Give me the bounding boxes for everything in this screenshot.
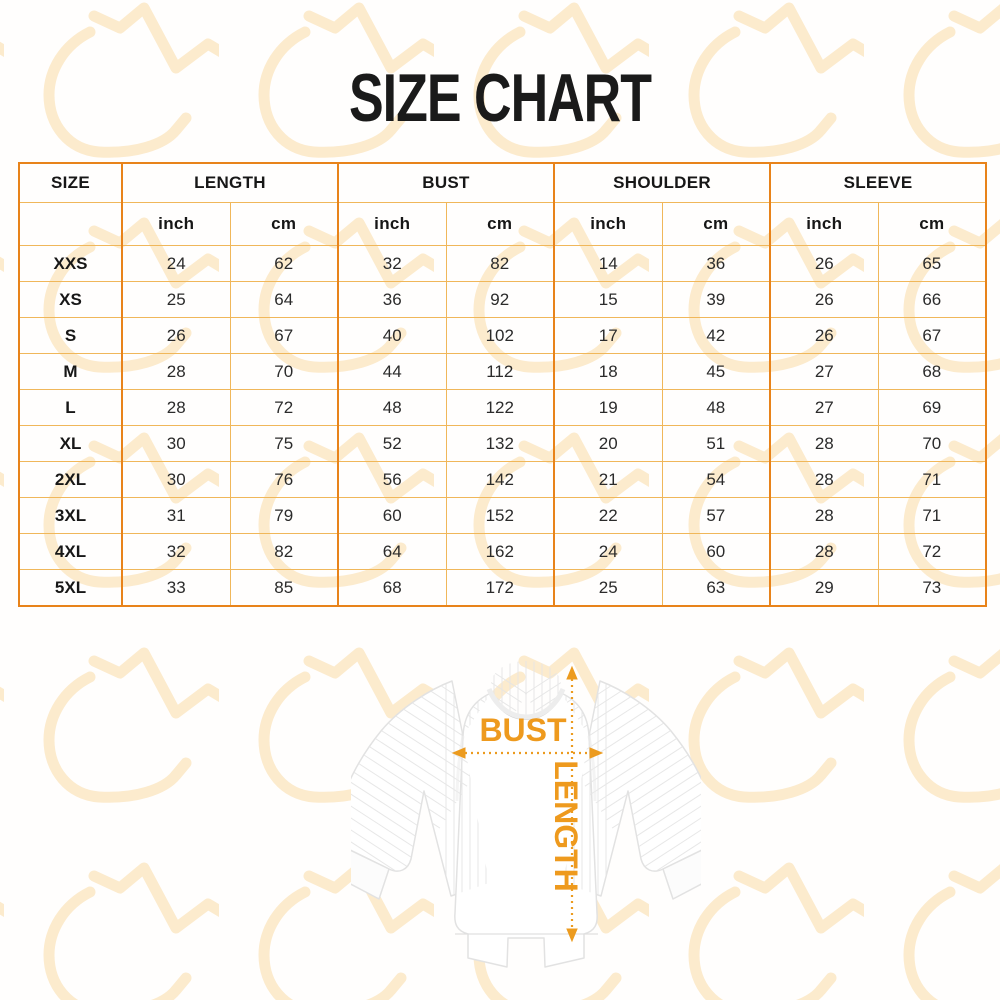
svg-text:BUST: BUST [479,712,567,748]
svg-text:LENGTH: LENGTH [548,760,584,892]
